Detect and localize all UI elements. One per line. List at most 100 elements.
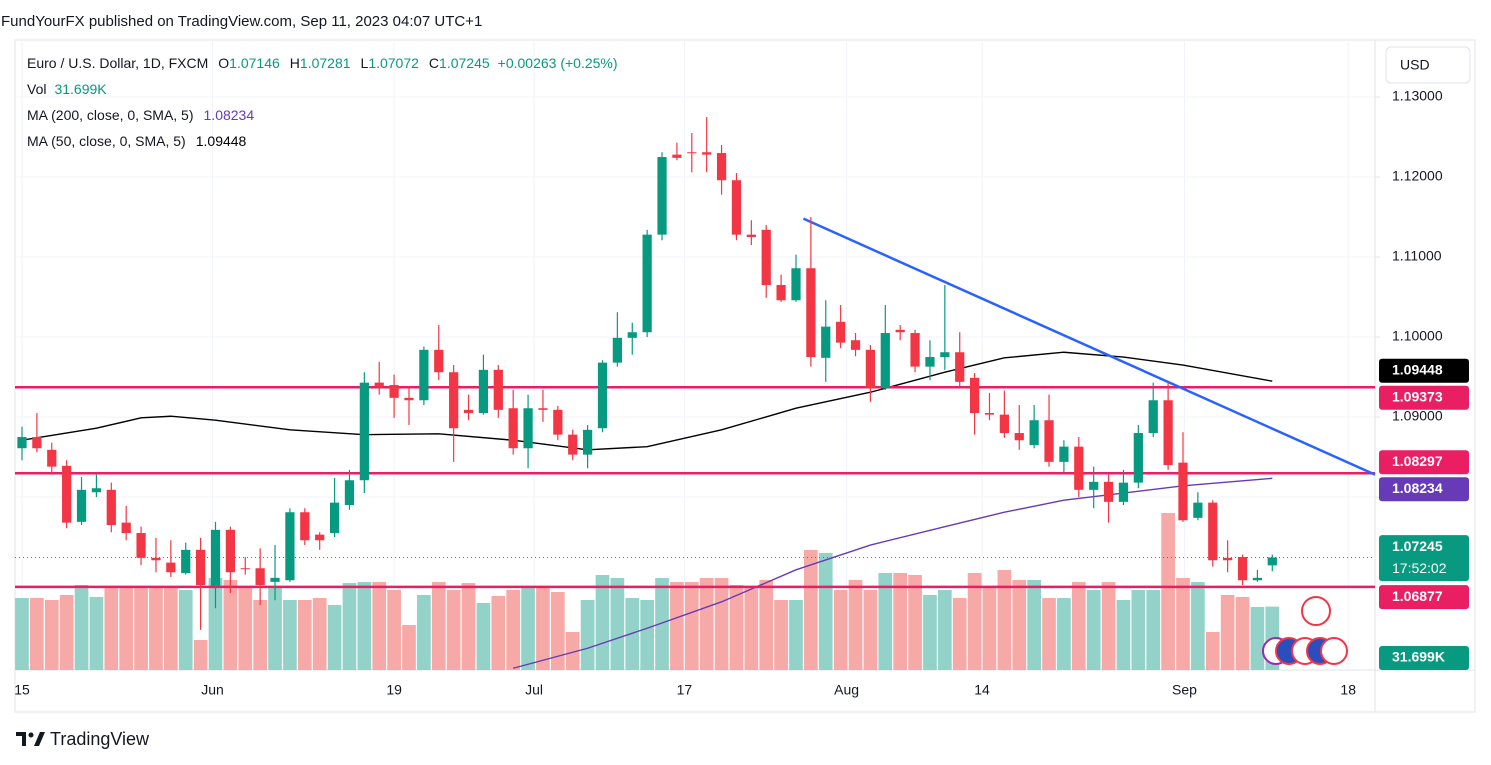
candle-body: [47, 449, 57, 467]
candle-body: [76, 489, 87, 522]
candle-body: [404, 397, 414, 401]
price-label-box: [1379, 477, 1469, 502]
volume-bar: [789, 600, 803, 670]
volume-bar: [506, 590, 521, 670]
candle-body: [225, 529, 235, 573]
x-tick-label: 14: [974, 682, 990, 698]
candle-body: [240, 568, 250, 570]
volume-bar: [1116, 600, 1131, 670]
brand-logo: [16, 732, 45, 746]
volume-bar: [565, 632, 580, 670]
candle-body: [731, 180, 742, 235]
volume-label: Vol: [27, 81, 46, 97]
candle-body: [508, 408, 518, 449]
candle-body: [1044, 420, 1054, 462]
candle-body: [1148, 400, 1158, 434]
volume-bar: [625, 598, 640, 670]
candle-body: [880, 333, 890, 389]
volume-bar: [193, 640, 208, 670]
price-label: 1.07245: [1392, 538, 1443, 554]
volume-bar: [1220, 595, 1235, 670]
y-tick-label: 1.12000: [1392, 168, 1443, 184]
candle-body: [419, 349, 429, 401]
logo-shape: [34, 732, 45, 746]
volume-bar: [1191, 582, 1205, 670]
candle-body: [597, 362, 608, 429]
candle-body: [1089, 481, 1099, 490]
volume-bar: [893, 573, 908, 670]
logo-shape: [28, 732, 34, 738]
candle-body: [582, 429, 593, 455]
candle-body: [806, 268, 816, 358]
candle-body: [776, 285, 786, 301]
volume-bar: [1161, 513, 1175, 670]
candle-body: [568, 434, 578, 455]
candle-body: [523, 408, 533, 449]
candle-body: [478, 369, 489, 414]
volume-bar: [149, 587, 163, 670]
candle-body: [32, 437, 42, 449]
candle-body: [315, 534, 325, 541]
candle-body: [210, 529, 221, 586]
candle-body: [374, 382, 384, 387]
candle-body: [865, 349, 876, 389]
ma-value: 1.09448: [196, 133, 247, 149]
currency-button[interactable]: [1385, 46, 1471, 84]
volume-bar: [833, 590, 848, 670]
volume-bar: [521, 588, 535, 670]
close-value: 1.07245: [439, 55, 490, 71]
candle-body: [62, 465, 72, 523]
candle-body: [17, 437, 27, 449]
volume-bar: [878, 573, 893, 670]
volume-bar: [238, 588, 253, 670]
open-label: O: [218, 55, 229, 71]
candle-body: [121, 522, 131, 534]
candle-body: [285, 512, 295, 581]
candle-body: [136, 533, 146, 558]
volume-bar: [1131, 590, 1146, 670]
volume-bar: [550, 592, 565, 670]
x-tick-label: 18: [1340, 682, 1356, 698]
volume-bar: [952, 598, 967, 670]
candle-body: [434, 349, 444, 373]
candle-body: [1014, 433, 1024, 441]
symbol: Euro / U.S. Dollar, 1D, FXCM: [27, 55, 208, 71]
volume-bar: [30, 598, 44, 670]
candle-body: [687, 152, 697, 154]
brand-name: TradingView: [50, 729, 150, 749]
currency-label: USD: [1400, 57, 1430, 73]
candle-body: [1059, 446, 1069, 462]
candle-body: [969, 377, 980, 414]
y-tick-label: 1.10000: [1392, 328, 1443, 344]
volume-bar: [297, 600, 312, 670]
candle-body: [91, 488, 102, 493]
volume-bar: [1235, 597, 1250, 670]
price-label-box: [1379, 385, 1469, 410]
candle-body: [746, 234, 756, 238]
candle-body: [910, 333, 920, 367]
volume-bar: [446, 590, 461, 670]
volume-bar: [804, 550, 818, 670]
candle-body: [389, 385, 399, 398]
us-flag-icon: [1320, 637, 1348, 665]
change-value: +0.00263 (+0.25%): [498, 55, 618, 71]
candle-body: [1029, 420, 1039, 446]
candle-body: [106, 489, 116, 526]
candle-body: [1103, 481, 1114, 502]
legend-ma50: MA (50, close, 0, SMA, 5) 1.09448: [27, 133, 247, 149]
candle-body: [449, 372, 459, 429]
ma-value: 1.08234: [204, 107, 255, 123]
moving-average-line: [21, 351, 1273, 451]
price-label: 1.09373: [1392, 388, 1443, 404]
volume-bar: [1042, 598, 1056, 670]
volume-bar: [491, 596, 506, 670]
legend-ma200: MA (200, close, 0, SMA, 5) 1.08234: [27, 107, 254, 123]
publisher-line: FundYourFX published on TradingView.com,…: [1, 13, 482, 30]
volume-bar: [1057, 598, 1071, 670]
candle-body: [195, 549, 206, 586]
candle-body: [761, 229, 771, 286]
volume-bar: [1012, 580, 1027, 670]
volume-bar: [774, 600, 788, 670]
